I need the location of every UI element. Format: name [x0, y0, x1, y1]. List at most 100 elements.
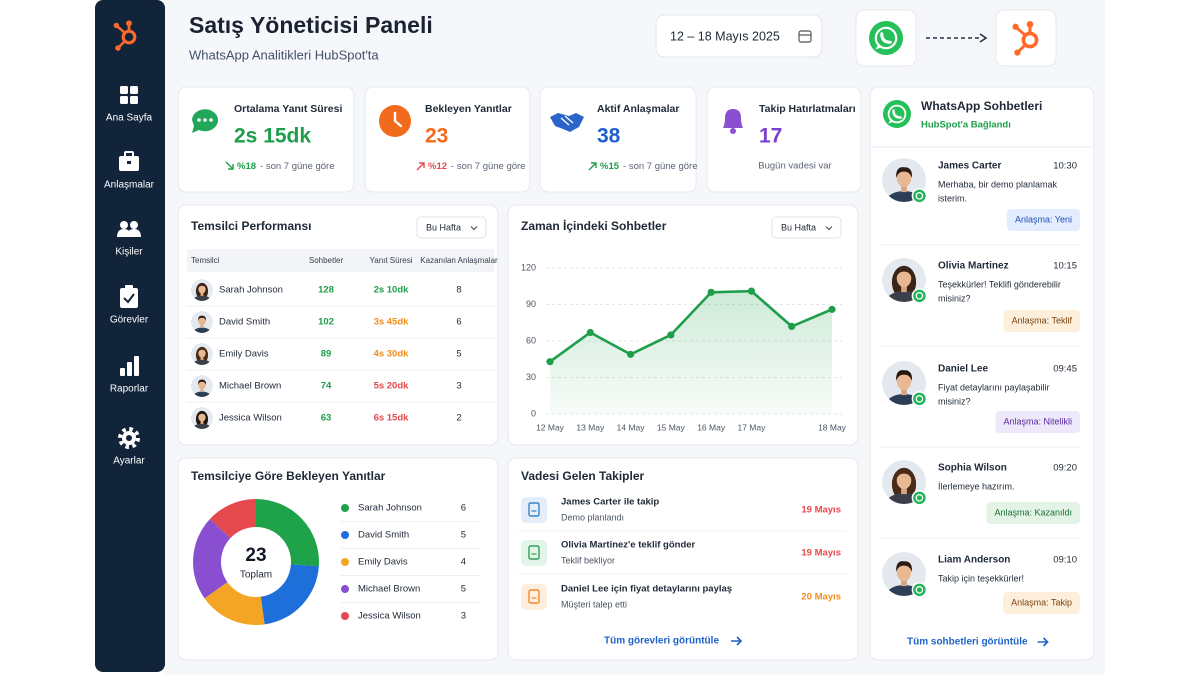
x-tick-label: 16 May [697, 422, 726, 432]
panel-subtitle: HubSpot'a Bağlandı [921, 120, 1011, 131]
message-text: misiniz? [938, 293, 971, 303]
face [198, 316, 206, 326]
hair [896, 469, 912, 480]
chevron [470, 226, 478, 231]
nav-label[interactable]: Anlaşmalar [104, 180, 155, 191]
x-tick-label: 17 May [737, 422, 766, 432]
deals-won: 5 [456, 349, 461, 360]
chat-count: 128 [318, 285, 334, 296]
message-text: Merhaba, bir demo planlamak [938, 179, 1058, 189]
response-time: 4s 30dk [374, 349, 410, 360]
kpi-change: %12 - son 7 güne göre [428, 161, 526, 172]
contact-name: James Carter [938, 161, 1001, 172]
face [896, 471, 912, 490]
face [198, 348, 206, 358]
date-picker[interactable] [655, 14, 823, 58]
legend-label: Sarah Johnson [358, 503, 422, 514]
response-time: 3s 45dk [374, 317, 410, 328]
dropdown[interactable] [416, 216, 487, 239]
neck [901, 184, 907, 193]
trend-arrow [416, 162, 425, 171]
point [747, 287, 756, 295]
icon-board [120, 288, 138, 308]
message-time: 09:10 [1053, 555, 1077, 566]
task-subtitle: Müşteri talep etti [561, 599, 627, 609]
kpi-icon-dot [209, 118, 213, 122]
nav-label[interactable]: Kişiler [115, 247, 143, 258]
pie-segment [209, 499, 256, 539]
shirt [192, 295, 212, 301]
task-date: 20 Mayıs [801, 592, 841, 603]
y-tick-label: 90 [526, 299, 536, 309]
legend-label: David Smith [358, 530, 409, 541]
deal-badge-bg [995, 411, 1080, 433]
avatar [191, 311, 213, 333]
hair [198, 283, 206, 289]
message-text: İlerlemeye hazırım. [938, 481, 1015, 491]
legend-dot [341, 558, 349, 566]
view-all-link[interactable]: Tüm sohbetleri görüntüle [907, 637, 1028, 648]
point [546, 358, 554, 366]
y-tick-label: 0 [531, 408, 536, 418]
deals-won: 2 [456, 413, 461, 424]
neck [200, 356, 204, 361]
task-icon-bg [521, 497, 547, 523]
point [626, 350, 635, 358]
deal-badge-bg [1003, 310, 1080, 332]
rep-name: Emily Davis [219, 349, 269, 360]
deal-badge-bg [986, 502, 1080, 524]
whatsapp-phone [880, 32, 892, 44]
x-tick-label: 13 May [576, 422, 605, 432]
task-title: James Carter ile takip [561, 497, 659, 508]
rep-name: Michael Brown [219, 381, 281, 392]
deal-badge: Anlaşma: Kazanıldı [994, 507, 1072, 517]
dropdown[interactable] [771, 216, 842, 239]
trend-arrow [225, 161, 234, 170]
pie-segment [192, 518, 231, 599]
nav-label[interactable]: Raporlar [110, 384, 149, 395]
chevron [825, 226, 833, 231]
response-time: 5s 20dk [374, 381, 410, 392]
face [896, 269, 912, 288]
nav-label[interactable]: Görevler [110, 315, 149, 326]
line [549, 289, 833, 363]
kpi-icon-dot [203, 118, 207, 122]
shirt [192, 359, 212, 365]
nav-label[interactable]: Ayarlar [113, 456, 145, 467]
kpi-change: %15- son 7 güne göre [600, 161, 698, 172]
dropdown-label[interactable]: Bu Hafta [781, 222, 816, 232]
deals-won: 8 [456, 285, 461, 296]
kpi-label: Takip Hatırlatmaları [759, 103, 856, 115]
dropdown-label[interactable]: Bu Hafta [426, 222, 461, 232]
hair [198, 347, 206, 353]
date-range: 12 – 18 Mayıs 2025 [670, 29, 780, 43]
chat-count: 74 [321, 381, 332, 392]
kpi-value: 23 [425, 125, 448, 148]
neck [901, 387, 907, 396]
whatsapp-icon [883, 100, 911, 128]
kpi-change-value: %15 [600, 161, 620, 172]
y-tick-label: 60 [526, 335, 536, 345]
deal-badge-bg [1006, 209, 1080, 231]
kpi-icon-dot [197, 118, 201, 122]
kpi-change: %18 - son 7 güne göre [237, 161, 335, 172]
nav-label[interactable]: Ana Sayfa [106, 113, 153, 124]
x-tick-label: 18 May [818, 422, 847, 432]
kpi-change-note: - son 7 güne göre [451, 161, 525, 172]
pie-total-label: Toplam [240, 570, 272, 581]
avatar [191, 375, 213, 397]
hair [198, 411, 206, 417]
table-header [187, 249, 494, 272]
wa-glyph [915, 192, 924, 200]
kpi-value: 2s 15dk [234, 125, 311, 148]
view-all-link[interactable]: Tüm görevleri görüntüle [604, 636, 719, 647]
avatar [191, 407, 213, 429]
icon-head [130, 221, 138, 229]
kpi-note: Bugün vadesi var [758, 161, 831, 172]
area [550, 291, 832, 414]
card [706, 86, 862, 193]
rep-name: David Smith [219, 317, 270, 328]
chat-count: 102 [318, 317, 334, 328]
column-header: Kazanılan Anlaşmalar [420, 256, 498, 265]
app-box [995, 9, 1057, 67]
